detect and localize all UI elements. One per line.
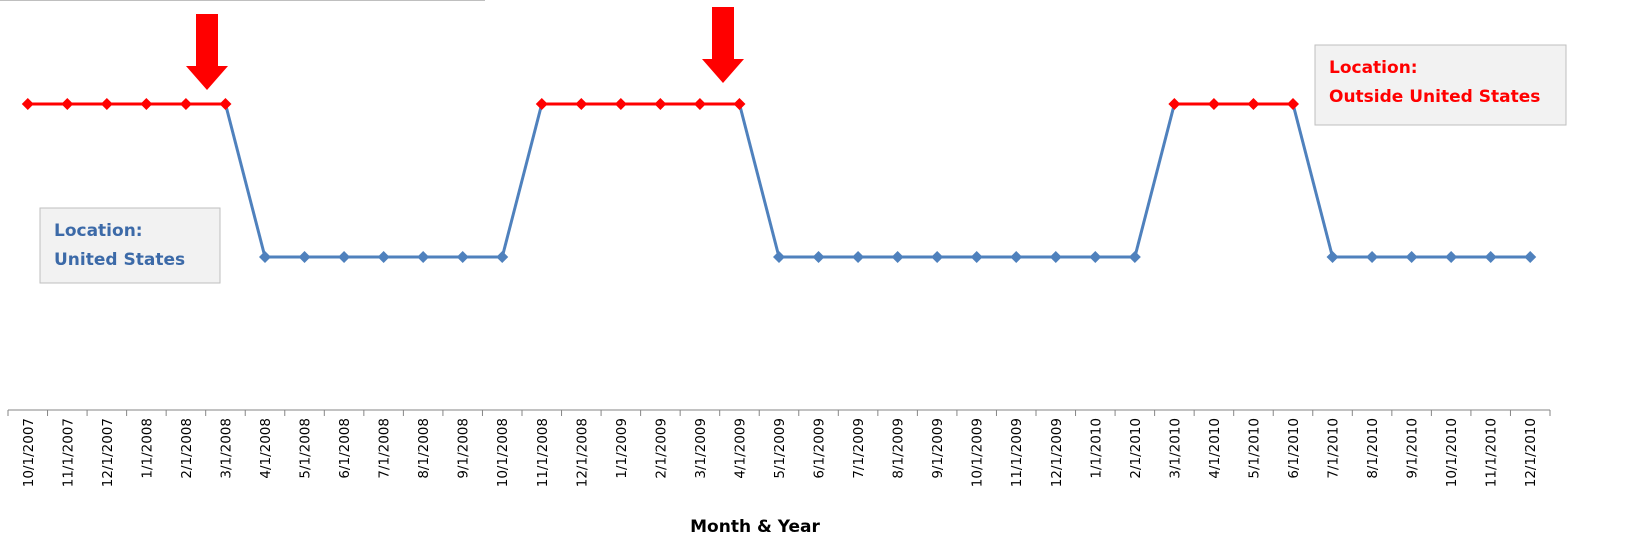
x-tick-label: 11/1/2009: [1009, 418, 1025, 487]
x-tick-label: 6/1/2010: [1286, 418, 1302, 479]
x-tick-label: 7/1/2009: [851, 418, 867, 479]
x-tick-label: 8/1/2008: [416, 418, 432, 479]
line-segment: [1291, 103, 1334, 258]
marker: [61, 98, 74, 111]
marker: [298, 251, 311, 264]
marker: [1366, 251, 1379, 264]
x-tick-label: 3/1/2009: [693, 418, 709, 479]
x-tick-label: 12/1/2007: [100, 418, 116, 487]
marker: [1247, 98, 1260, 111]
line-segment: [1133, 103, 1176, 258]
marker: [654, 98, 667, 111]
x-tick-label: 12/1/2009: [1049, 418, 1065, 487]
x-tick-label: 8/1/2010: [1365, 418, 1381, 479]
x-tick-label: 1/1/2010: [1088, 418, 1104, 479]
marker: [852, 251, 865, 264]
marker: [1445, 251, 1458, 264]
x-axis-title: Month & Year: [690, 517, 820, 537]
marker: [891, 251, 904, 264]
marker: [338, 251, 351, 264]
marker: [575, 98, 588, 111]
arrow: [186, 14, 228, 90]
annotation-box: [1314, 44, 1567, 126]
marker: [456, 251, 469, 264]
marker: [259, 251, 271, 264]
x-tick-label: 5/1/2008: [298, 418, 314, 479]
arrow: [702, 7, 744, 83]
x-tick-label: 6/1/2008: [337, 418, 353, 479]
x-tick-label: 4/1/2010: [1207, 418, 1223, 479]
x-tick-label: 11/1/2010: [1484, 418, 1500, 487]
marker: [1287, 98, 1299, 111]
marker: [140, 98, 153, 111]
marker: [773, 251, 785, 264]
x-tick-label: 7/1/2008: [377, 418, 393, 479]
line-segment: [500, 103, 544, 258]
marker: [1207, 98, 1220, 111]
x-tick-label: 7/1/2010: [1326, 418, 1342, 479]
marker: [1326, 251, 1339, 264]
x-tick-label: 6/1/2009: [812, 418, 828, 479]
annotation-text: Location:: [1329, 58, 1418, 78]
marker: [1484, 251, 1497, 264]
marker: [535, 98, 548, 111]
line-segment: [224, 103, 267, 258]
annotation-text: Location:: [54, 221, 143, 241]
x-tick-label: 10/1/2010: [1444, 418, 1460, 487]
marker: [21, 98, 34, 111]
marker: [100, 98, 113, 111]
marker: [931, 251, 944, 264]
marker: [417, 251, 430, 264]
x-tick-label: 10/1/2008: [495, 418, 511, 487]
annotation-text: Outside United States: [1329, 87, 1540, 107]
x-tick-label: 4/1/2008: [258, 418, 274, 479]
x-tick-label: 12/1/2010: [1523, 418, 1539, 487]
marker: [219, 98, 232, 111]
x-tick-label: 5/1/2009: [772, 418, 788, 479]
marker: [1524, 251, 1537, 264]
marker: [1010, 251, 1023, 264]
marker: [1168, 98, 1181, 111]
x-tick-label: 11/1/2008: [535, 418, 551, 487]
x-tick-label: 10/1/2007: [21, 418, 37, 487]
marker: [733, 98, 746, 111]
marker: [970, 251, 983, 264]
marker: [1405, 251, 1418, 264]
marker: [1089, 251, 1102, 264]
marker: [614, 98, 627, 111]
marker: [496, 251, 509, 264]
x-tick-label: 9/1/2008: [456, 418, 472, 479]
annotation-text: United States: [54, 250, 185, 270]
x-tick-label: 10/1/2009: [970, 418, 986, 487]
marker: [377, 251, 390, 264]
x-tick-label: 5/1/2010: [1246, 418, 1262, 479]
x-tick-label: 3/1/2008: [218, 418, 234, 479]
x-tick-label: 2/1/2008: [179, 418, 195, 479]
x-tick-label: 12/1/2008: [574, 418, 590, 487]
marker: [812, 251, 825, 264]
x-tick-label: 11/1/2007: [60, 418, 76, 487]
marker: [1049, 251, 1062, 264]
x-tick-label: 2/1/2010: [1128, 418, 1144, 479]
x-tick-label: 8/1/2009: [891, 418, 907, 479]
x-tick-label: 1/1/2009: [614, 418, 630, 479]
marker: [693, 98, 706, 111]
line-segment: [738, 103, 781, 258]
x-tick-label: 4/1/2009: [732, 418, 748, 479]
marker: [179, 98, 192, 111]
x-tick-label: 1/1/2008: [139, 418, 155, 479]
annotation-box: [39, 207, 221, 284]
x-tick-label: 9/1/2010: [1405, 418, 1421, 479]
x-tick-label: 2/1/2009: [653, 418, 669, 479]
x-tick-label: 9/1/2009: [930, 418, 946, 479]
marker: [1128, 251, 1141, 264]
x-tick-label: 3/1/2010: [1167, 418, 1183, 479]
